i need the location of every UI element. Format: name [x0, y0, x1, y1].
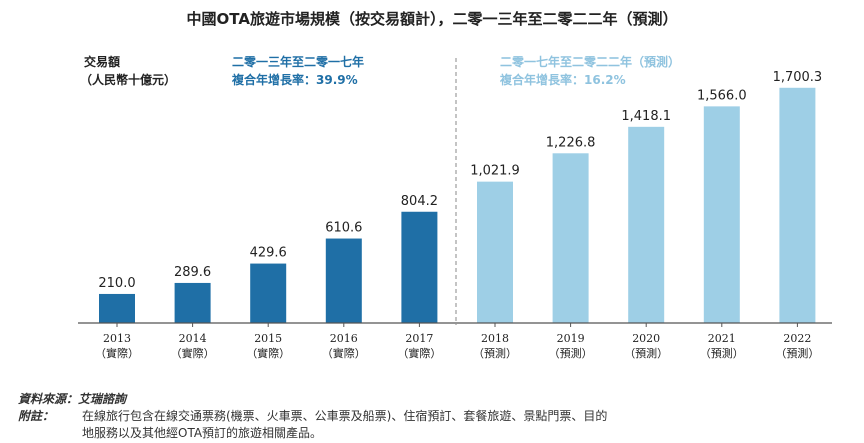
x-tick-sublabel-2022: （預測） — [775, 346, 819, 360]
data-label-2019: 1,226.8 — [546, 135, 596, 150]
x-tick-sublabel-2017: （實際） — [397, 346, 441, 360]
data-label-2015: 429.6 — [250, 246, 287, 261]
data-label-2013: 210.0 — [98, 276, 135, 291]
y-axis-label-line2: （人民幣十億元） — [80, 72, 176, 87]
data-label-2020: 1,418.1 — [621, 109, 671, 124]
x-tick-label-2017: 2017 — [405, 332, 433, 345]
bar-2015 — [250, 263, 287, 323]
data-label-2018: 1,021.9 — [470, 164, 520, 179]
bar-2020 — [628, 126, 665, 323]
forecast-cagr-annotation: 複合年增長率：16.2% — [499, 72, 626, 87]
actual-cagr-annotation: 複合年增長率：39.9% — [231, 72, 358, 87]
footnote-line-2: 地服務以及其他經OTA預訂的旅遊相關產品。 — [82, 426, 323, 440]
x-tick-sublabel-2019: （預測） — [549, 346, 593, 360]
data-label-2017: 804.2 — [401, 194, 438, 209]
bar-2016 — [325, 238, 362, 323]
chart-title: 中國OTA旅遊市場規模（按交易額計），二零一三年至二零二二年（預測） — [187, 10, 678, 28]
x-tick-sublabel-2016: （實際） — [322, 346, 366, 360]
x-tick-label-2015: 2015 — [254, 332, 282, 345]
data-label-2022: 1,700.3 — [773, 70, 823, 85]
bar-2021 — [703, 106, 740, 324]
data-label-2021: 1,566.0 — [697, 88, 747, 103]
x-tick-label-2021: 2021 — [708, 332, 736, 345]
x-tick-label-2018: 2018 — [481, 332, 509, 345]
footnote-label: 附註： — [18, 409, 55, 423]
footnote: 附註： 在線旅行包含在線交通票務(機票、火車票、公車票及船票)、住宿預訂、套餐旅… — [18, 408, 858, 442]
data-label-2016: 610.6 — [325, 221, 362, 236]
x-tick-sublabel-2013: （實際） — [95, 346, 139, 360]
x-tick-label-2016: 2016 — [330, 332, 358, 345]
x-tick-label-2019: 2019 — [557, 332, 585, 345]
x-tick-sublabel-2014: （實際） — [171, 346, 215, 360]
bar-2013 — [99, 293, 135, 323]
x-tick-sublabel-2020: （預測） — [624, 346, 668, 360]
actual-period-annotation: 二零一三年至二零一七年 — [232, 54, 364, 69]
data-label-2014: 289.6 — [174, 265, 211, 280]
bar-2022 — [779, 87, 816, 323]
chart-marks: 210.02013（實際）289.62014（實際）429.62015（實際）6… — [95, 70, 822, 360]
y-axis-label-line1: 交易額 — [84, 54, 120, 69]
forecast-period-annotation: 二零一七年至二零二二年（預測） — [500, 54, 680, 69]
x-tick-label-2020: 2020 — [632, 332, 660, 345]
bar-2019 — [552, 153, 589, 323]
bar-2018 — [477, 181, 513, 323]
footnote-line-1: 在線旅行包含在線交通票務(機票、火車票、公車票及船票)、住宿預訂、套餐旅遊、景點… — [82, 409, 608, 423]
x-tick-label-2014: 2014 — [179, 332, 207, 345]
x-tick-sublabel-2018: （預測） — [473, 346, 517, 360]
x-tick-sublabel-2015: （實際） — [246, 346, 290, 360]
x-tick-label-2013: 2013 — [103, 332, 131, 345]
x-tick-label-2022: 2022 — [783, 332, 811, 345]
x-tick-sublabel-2021: （預測） — [700, 346, 744, 360]
chart-footer: 資料來源：艾瑞諮詢 附註： 在線旅行包含在線交通票務(機票、火車票、公車票及船票… — [18, 391, 858, 442]
bar-2014 — [174, 282, 211, 323]
source-note: 資料來源：艾瑞諮詢 — [18, 392, 127, 406]
bar-2017 — [401, 211, 438, 323]
footnote-text: 在線旅行包含在線交通票務(機票、火車票、公車票及船票)、住宿預訂、套餐旅遊、景點… — [82, 408, 607, 442]
